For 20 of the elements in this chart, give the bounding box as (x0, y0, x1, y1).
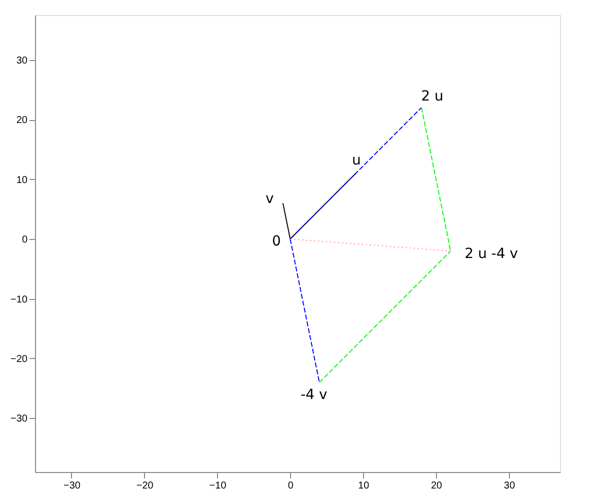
y-tick-label: −30 (10, 414, 28, 425)
y-tick-label: 0 (22, 234, 28, 246)
x-tick-label: −30 (63, 480, 81, 492)
y-tick-label: −10 (10, 294, 28, 306)
annotation: u (352, 152, 361, 168)
y-tick-label: 10 (16, 174, 28, 186)
y-tick-label: −20 (10, 354, 28, 365)
annotation: 0 (272, 234, 281, 250)
annotation: -4 v (300, 387, 328, 404)
y-tick-label: 30 (16, 55, 28, 66)
x-tick-label: 20 (430, 480, 443, 492)
x-tick-label: 10 (358, 480, 370, 492)
y-tick-label: 20 (16, 115, 28, 126)
annotation: 2 u -4 v (464, 246, 518, 262)
x-tick-label: −20 (136, 480, 154, 492)
x-tick-label: 0 (288, 480, 294, 492)
annotation: 2 u (421, 88, 444, 104)
annotation: v (265, 191, 274, 208)
x-tick-label: −10 (209, 480, 227, 492)
x-tick-label: 30 (504, 480, 516, 492)
